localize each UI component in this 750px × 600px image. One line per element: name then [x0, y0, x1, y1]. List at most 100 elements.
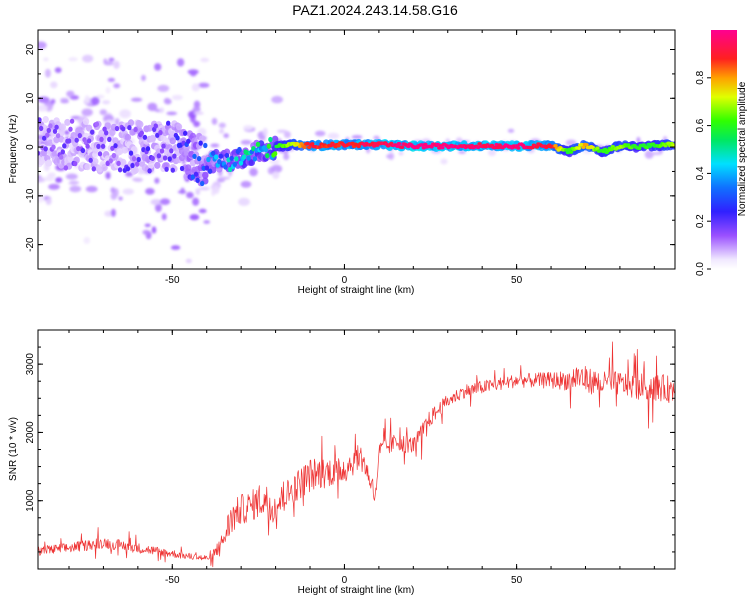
noise-blob [108, 57, 115, 62]
ridge-halo [82, 118, 90, 125]
ridge-core [52, 128, 58, 134]
noise-blob [159, 107, 164, 114]
noise-blob [212, 185, 220, 195]
ridge-core [43, 146, 48, 152]
noise-blob [193, 111, 204, 115]
ridge-core [238, 160, 244, 166]
noise-blob [271, 95, 283, 104]
ridge-core [302, 145, 307, 149]
noise-blob [170, 245, 181, 250]
ridge-core [272, 151, 278, 157]
ridge-core [200, 180, 205, 187]
noise-blob [386, 154, 394, 159]
x-tick-label: 0 [342, 275, 348, 286]
noise-blob [113, 83, 121, 89]
ridge-core [223, 164, 228, 170]
noise-blob [192, 197, 200, 206]
noise-blob [163, 97, 171, 105]
ridge-core [91, 166, 97, 172]
noise-blob [189, 214, 200, 221]
ridge-core [224, 152, 230, 159]
ridge-core [229, 155, 234, 161]
ridge-core [164, 166, 169, 172]
noise-blob [114, 118, 120, 126]
ridge-halo [169, 137, 176, 145]
noise-blob [193, 120, 201, 128]
noise-blob [48, 183, 60, 190]
noise-blob [488, 149, 496, 157]
noise-blob [171, 94, 183, 101]
ridge-core [54, 124, 59, 130]
ridge-core [429, 145, 434, 149]
ridge-halo [101, 164, 108, 171]
ridge-core [207, 168, 213, 174]
noise-blob [192, 106, 201, 112]
ridge-core [145, 146, 151, 152]
ridge-core [534, 145, 540, 149]
spectrogram-heatmap [38, 41, 675, 264]
ridge-core [51, 144, 56, 150]
noise-blob [84, 95, 90, 104]
noise-blob [55, 177, 63, 183]
ridge-core [492, 145, 498, 150]
noise-blob [269, 159, 280, 165]
ridge-core [210, 150, 216, 156]
ridge-core [516, 146, 521, 150]
ridge-core [113, 143, 118, 149]
ridge-core [60, 149, 65, 155]
noise-blob [81, 108, 93, 117]
noise-blob [38, 193, 45, 203]
noise-blob [223, 133, 229, 139]
ridge-core [234, 156, 239, 162]
noise-blob [218, 122, 226, 128]
ridge-core [232, 161, 237, 167]
ridge-core [192, 153, 197, 159]
noise-blob [69, 185, 82, 193]
noise-blob [122, 188, 134, 195]
noise-blob [186, 191, 194, 199]
x-tick-label: -50 [165, 575, 180, 586]
noise-blob [270, 164, 283, 173]
noise-blob [180, 187, 185, 195]
ridge-core [167, 156, 172, 162]
ridge-halo [154, 161, 161, 169]
noise-blob [155, 203, 162, 213]
ridge-core [46, 127, 51, 133]
ridge-core [266, 143, 272, 149]
ridge-core [169, 148, 174, 154]
spectrogram-y-axis-label: Frequency (Hz) [8, 115, 19, 184]
ridge-halo [199, 135, 206, 143]
noise-blob [64, 130, 70, 135]
noise-blob [166, 111, 178, 116]
x-tick-label: 50 [511, 275, 523, 286]
noise-blob [99, 109, 108, 116]
ridge-core [581, 145, 586, 149]
snr-x-axis: -50 0 50 [68, 330, 655, 586]
ridge-core [396, 141, 402, 146]
ridge-core [227, 166, 233, 173]
noise-blob [107, 77, 116, 82]
ridge-halo [109, 129, 116, 136]
ridge-core [170, 167, 175, 173]
noise-blob [113, 60, 120, 69]
ridge-halo [147, 161, 155, 169]
y-tick-label: 20 [25, 44, 36, 56]
noise-blob [82, 54, 94, 63]
ridge-core [66, 138, 72, 144]
ridge-core [108, 158, 114, 164]
ridge-core [94, 121, 100, 127]
ridge-core [214, 154, 219, 160]
noise-blob [147, 102, 158, 112]
ridge-core [127, 125, 132, 131]
ridge-core [45, 132, 50, 138]
ridge-core [104, 130, 109, 136]
ridge-core [99, 136, 104, 142]
colorbar: 0.0 0.2 0.4 0.6 0.8 Normalized spectral ampl… [695, 30, 748, 276]
noise-blob [193, 100, 201, 109]
ridge-core [198, 140, 203, 146]
ridge-halo [137, 120, 144, 128]
ridge-core [201, 165, 206, 171]
ridge-core [218, 153, 223, 159]
noise-blob [398, 151, 404, 156]
x-tick-label: -50 [165, 275, 180, 286]
